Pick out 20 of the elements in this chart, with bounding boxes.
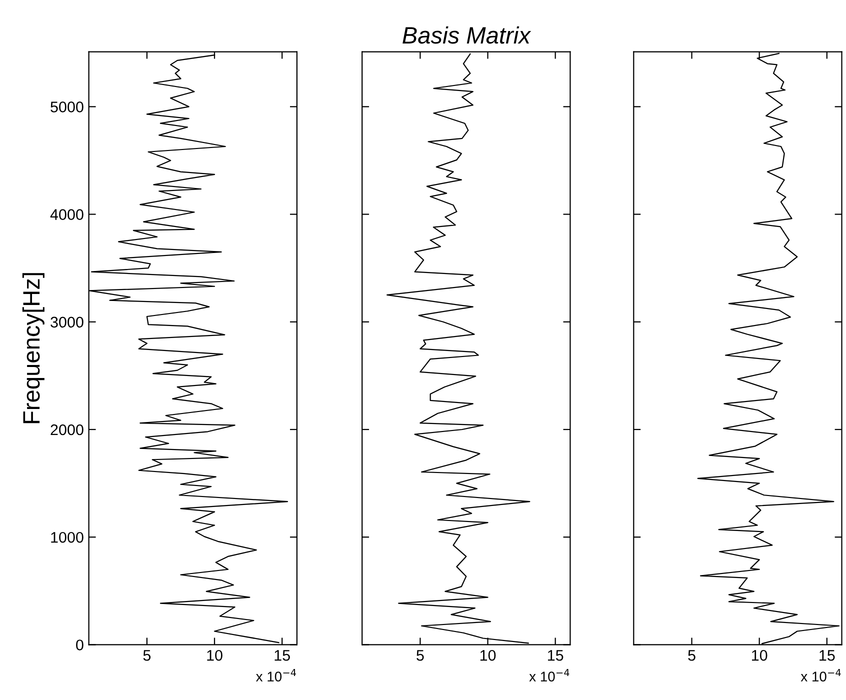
y-axis-title: Frequency[Hz] [22,273,44,424]
y-tick-label: 4000 [50,209,84,220]
chart-title: Basis Matrix [402,26,532,44]
text: x 10$^{−4}$ [256,668,296,682]
text: x 10$^{−4}$ [529,668,570,682]
y-tick-label: 2000 [50,424,84,436]
x-tick-label: 15 [548,650,564,661]
y-tick-label: 1000 [51,532,84,543]
x-tick-label: 15 [274,650,290,661]
x-tick-label: 10 [207,650,222,661]
x-tick-label: 10 [752,650,768,661]
x-tick-label: 5 [143,650,151,661]
y-tick-label: 5000 [50,102,84,112]
x-tick-label: 15 [820,650,835,661]
x-tick-label: 5 [416,650,424,661]
x-tick-label: 5 [688,650,696,661]
text: x 10$^{−4}$ [800,668,841,682]
y-tick-label: 3000 [50,316,84,328]
y-tick-label: 0 [76,640,84,650]
x-tick-label: 10 [480,650,496,661]
